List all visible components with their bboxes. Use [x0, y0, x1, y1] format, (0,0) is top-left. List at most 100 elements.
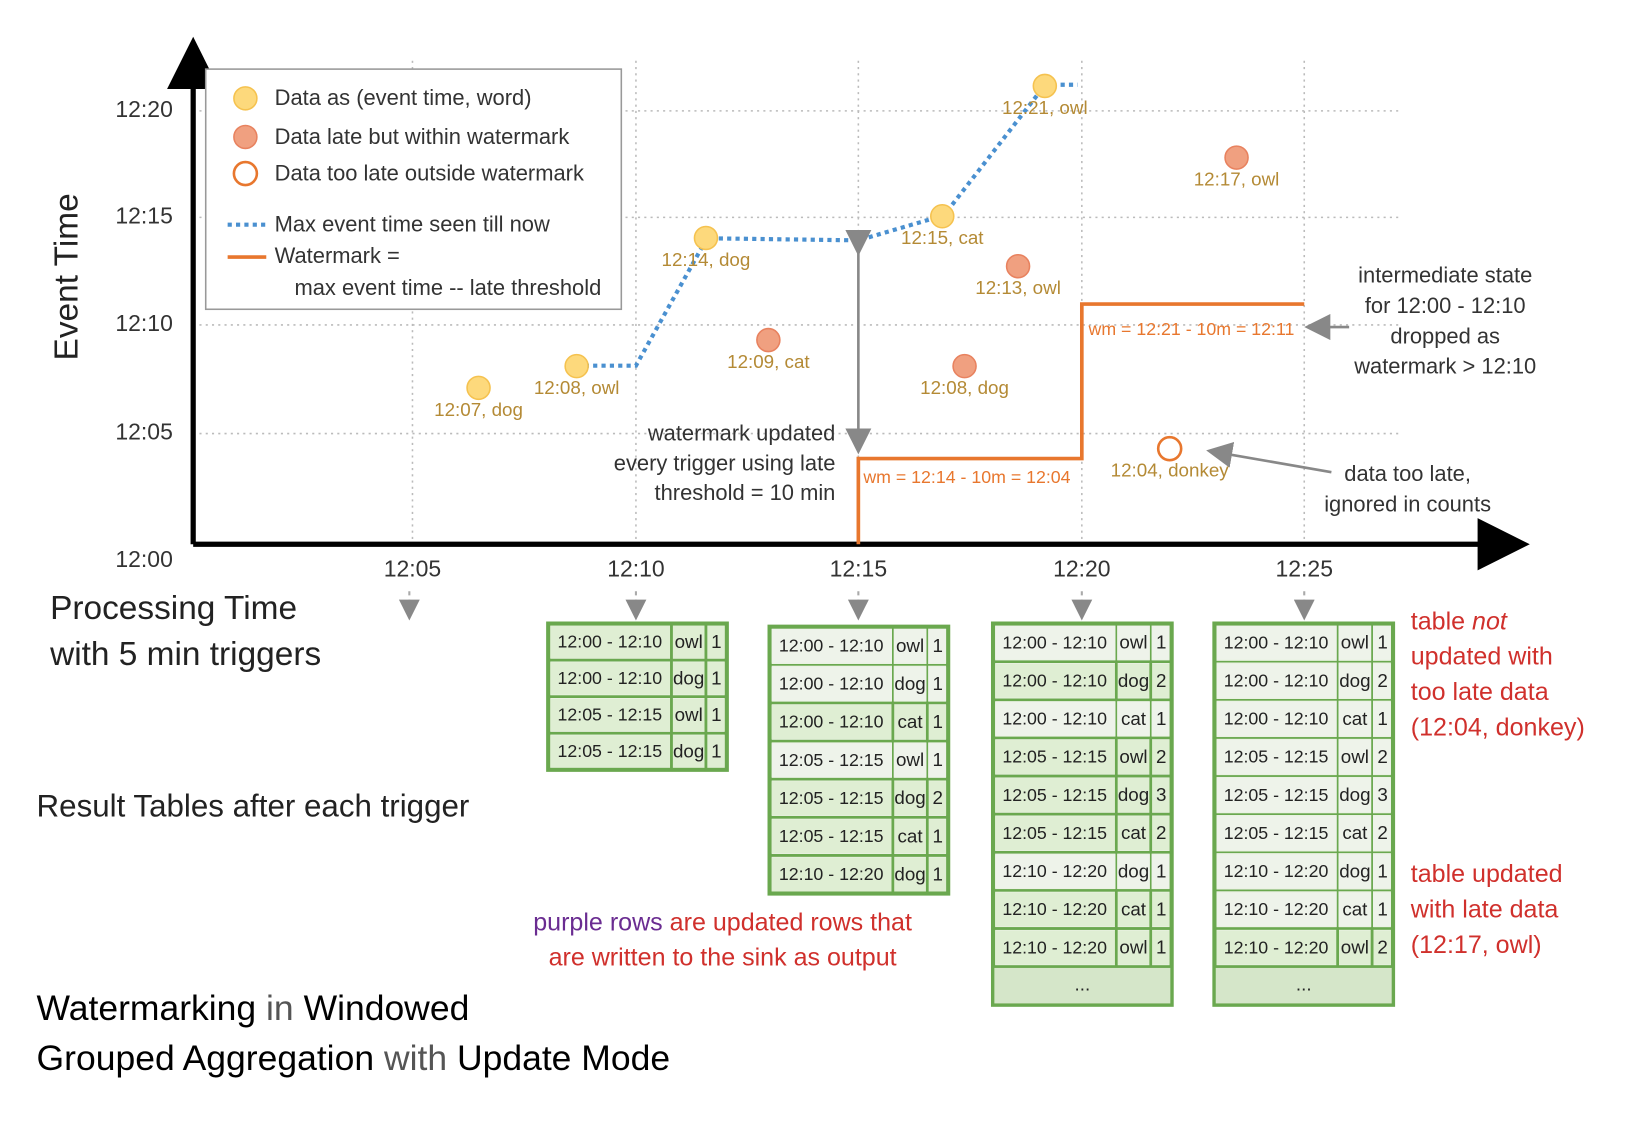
cell-text: 12:10 - 12:20: [1002, 899, 1107, 919]
cell-text: cat: [1121, 708, 1147, 729]
table-row: [1216, 663, 1391, 698]
cell-text: cat: [898, 711, 924, 732]
note-text: with late data: [1410, 895, 1559, 923]
cell-text: dog: [1118, 860, 1149, 881]
data-point: [952, 353, 977, 379]
title-text: Grouped Aggregation: [37, 1038, 375, 1078]
note-text: updated with: [1411, 643, 1553, 671]
note-text: table: [1411, 607, 1465, 635]
x-axis-label: Processing Time: [50, 590, 297, 627]
cell-text: 12:10 - 12:20: [1002, 861, 1107, 881]
cell-text: ...: [1075, 974, 1091, 995]
point-label: 12:08, owl: [534, 377, 620, 398]
cell-text: 1: [1377, 860, 1387, 881]
cell-text: 1: [932, 711, 942, 732]
x-tick-label: 12:25: [1276, 555, 1333, 581]
cell-text: 1: [932, 673, 942, 694]
cell-text: 1: [932, 825, 942, 846]
annotation: dropped as: [1390, 323, 1500, 348]
note-text: too late data: [1411, 678, 1549, 706]
y-tick-label: 12:00: [115, 546, 172, 572]
cell-text: 12:00 - 12:10: [779, 636, 884, 656]
cell-text: 1: [711, 704, 721, 725]
legend-text: Data late but within watermark: [275, 124, 570, 149]
cell-text: dog: [1118, 784, 1149, 805]
cell-text: owl: [896, 635, 924, 656]
title-text: Update Mode: [457, 1038, 670, 1078]
table-row: [995, 892, 1170, 927]
x-tick-label: 12:20: [1053, 555, 1110, 581]
cell-text: 12:00 - 12:10: [558, 668, 663, 688]
title: Grouped Aggregation with Update Mode: [37, 1038, 671, 1078]
table-row: [995, 701, 1170, 736]
cell-text: dog: [1339, 860, 1370, 881]
legend-text: Data too late outside watermark: [275, 160, 584, 185]
cell-text: 12:05 - 12:15: [558, 705, 663, 725]
table-row: [995, 854, 1170, 889]
table-row: [771, 781, 947, 816]
x-axis-label: with 5 min triggers: [49, 636, 321, 673]
table-row: [771, 743, 947, 778]
x-tick-label: 12:05: [384, 555, 441, 581]
table-row: [771, 628, 947, 663]
cell-text: owl: [1341, 746, 1369, 767]
cell-text: dog: [894, 787, 925, 808]
y-axis-label: Event Time: [49, 193, 86, 360]
cell-text: 12:10 - 12:20: [1224, 937, 1329, 957]
table-row: [771, 705, 947, 739]
cell-text: 12:05 - 12:15: [779, 788, 884, 808]
point-label: 12:17, owl: [1194, 169, 1280, 190]
table-row: [1216, 892, 1391, 927]
title-text: Watermarking: [37, 988, 257, 1028]
cell-text: 12:05 - 12:15: [1002, 785, 1107, 805]
cell-text: 3: [1156, 784, 1166, 805]
table-row: [995, 663, 1170, 698]
data-point: [564, 353, 589, 379]
legend-text: max event time -- late threshold: [294, 275, 601, 300]
cell-text: 12:05 - 12:15: [1224, 823, 1329, 843]
cell-text: 12:00 - 12:10: [1002, 709, 1107, 729]
y-tick-label: 12:05: [115, 419, 172, 445]
table-row: [991, 965, 1173, 1007]
caption-text: purple rows: [533, 908, 662, 936]
point-label: 12:13, owl: [975, 277, 1061, 298]
cell-text: dog: [1339, 784, 1370, 805]
cell-text: dog: [894, 673, 925, 694]
cell-text: 2: [1377, 822, 1387, 843]
table-row: [995, 816, 1170, 851]
table-row: [550, 625, 725, 659]
result-table: 12:00 - 12:10 owl 1 12:00 - 12:10 dog 1 12:00 …: [767, 624, 951, 896]
cell-text: 12:05 - 12:15: [1224, 785, 1329, 805]
x-tick-label: 12:15: [830, 555, 887, 581]
point-label: 12:14, dog: [662, 249, 751, 270]
table-row: [771, 666, 947, 701]
cell-text: 12:10 - 12:20: [1224, 899, 1329, 919]
cell-text: 3: [1377, 784, 1387, 805]
legend-text: Data as (event time, word): [275, 85, 532, 110]
table-cell: [925, 854, 950, 895]
cell-text: 12:00 - 12:10: [1224, 709, 1329, 729]
cell-text: 1: [1377, 898, 1387, 919]
legend: Data as (event time, word) Data late but…: [204, 68, 623, 311]
watermark-label: wm = 12:14 - 10m = 12:04: [862, 467, 1070, 487]
point-label: 12:09, cat: [727, 351, 810, 372]
cell-text: 12:05 - 12:15: [1002, 823, 1107, 843]
table-row: [550, 698, 725, 732]
cell-text: 2: [1377, 746, 1387, 767]
table-row: [771, 819, 947, 854]
data-point: [693, 225, 719, 251]
cell-text: owl: [1119, 632, 1147, 653]
table-row: [1216, 930, 1391, 965]
note-text: (12:04, donkey): [1411, 714, 1585, 742]
table-row: [995, 625, 1170, 660]
cell-text: 1: [711, 741, 721, 762]
cell-text: dog: [894, 863, 925, 884]
annotation: data too late,: [1344, 461, 1471, 486]
caption-text: are updated rows that: [670, 908, 912, 936]
cell-text: 1: [1156, 632, 1166, 653]
cell-text: 12:00 - 12:10: [1002, 670, 1107, 690]
legend-text: Watermark =: [275, 243, 400, 268]
table-row: [550, 735, 725, 768]
table-cell: [704, 731, 729, 772]
annotation: for 12:00 - 12:10: [1365, 293, 1526, 318]
